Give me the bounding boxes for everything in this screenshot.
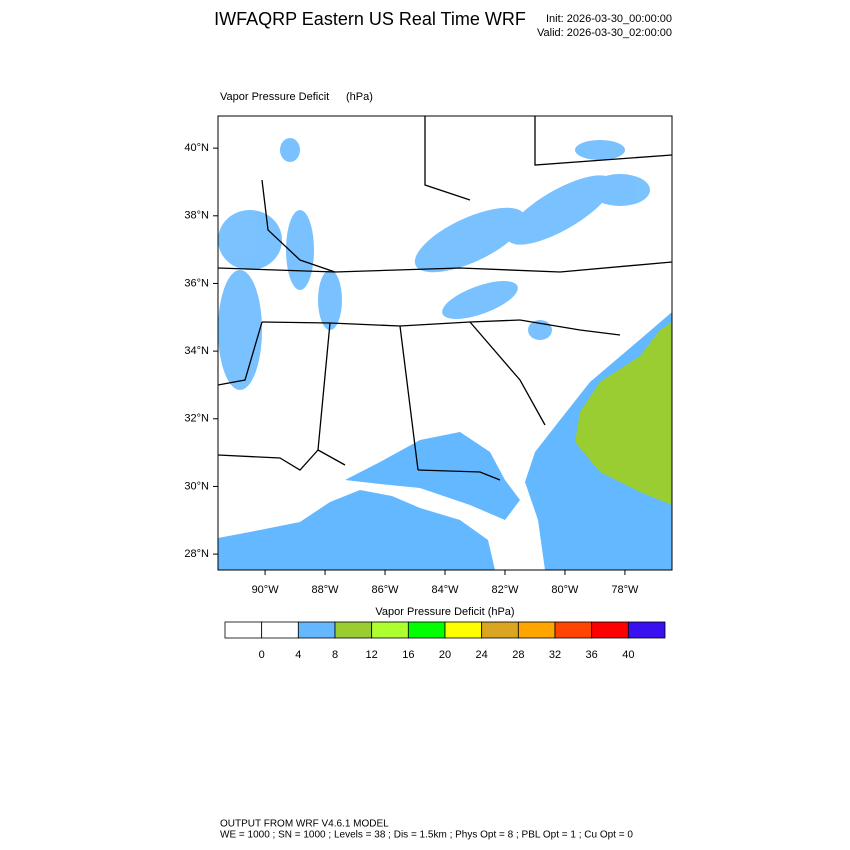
y-tick-label: 28°N	[184, 548, 209, 560]
colorbar-box	[371, 621, 409, 639]
field-units: (hPa)	[346, 91, 373, 103]
colorbar-box	[444, 621, 483, 639]
y-tick-label: 32°N	[184, 413, 209, 425]
colorbar-label: 16	[402, 649, 414, 661]
x-tick-label: 84°W	[431, 584, 459, 596]
map-area	[217, 115, 673, 571]
colorbar-box	[517, 621, 556, 639]
colorbar-label: 36	[586, 649, 598, 661]
colorbar-box	[591, 621, 629, 639]
colorbar-label: 32	[549, 649, 561, 661]
colorbar-label: 24	[476, 649, 488, 661]
ocean-field	[218, 490, 495, 570]
field-name: Vapor Pressure Deficit	[220, 91, 329, 103]
x-tick-label: 86°W	[372, 584, 400, 596]
y-tick-label: 36°N	[184, 277, 209, 289]
x-tick-label: 78°W	[611, 584, 639, 596]
y-tick-label: 30°N	[184, 480, 209, 492]
gulf-coast-field	[345, 432, 520, 520]
colorbar-box	[261, 621, 299, 639]
x-tick-label: 90°W	[252, 584, 280, 596]
colorbar-box	[554, 621, 593, 639]
colorbar-label: 12	[366, 649, 378, 661]
x-tick-label: 88°W	[312, 584, 340, 596]
high-vpd-area	[575, 322, 672, 505]
footer-line: OUTPUT FROM WRF V4.6.1 MODEL	[220, 819, 389, 830]
colorbar-box	[627, 621, 666, 639]
state-borders	[217, 116, 673, 481]
title: IWFAQRP Eastern US Real Time WRF	[214, 9, 526, 29]
x-tick-label: 80°W	[551, 584, 579, 596]
colorbar-box	[407, 621, 446, 639]
colorbar-box	[481, 621, 519, 639]
colorbar-label: 4	[295, 649, 301, 661]
init-time: Init: 2026-03-30_00:00:00	[546, 13, 672, 25]
footer-line: WE = 1000 ; SN = 1000 ; Levels = 38 ; Di…	[220, 830, 633, 841]
y-tick-label: 38°N	[184, 210, 209, 222]
colorbar-box	[224, 621, 263, 639]
colorbar-title: Vapor Pressure Deficit (hPa)	[375, 606, 514, 618]
colorbar-box	[334, 621, 373, 639]
colorbar-label: 28	[512, 649, 524, 661]
x-tick-label: 82°W	[491, 584, 519, 596]
y-tick-label: 34°N	[184, 345, 209, 357]
colorbar-label: 20	[439, 649, 451, 661]
colorbar-box	[297, 621, 336, 639]
valid-time: Valid: 2026-03-30_02:00:00	[537, 27, 672, 39]
colorbar-label: 0	[259, 649, 265, 661]
colorbar-label: 40	[622, 649, 634, 661]
y-tick-label: 40°N	[184, 142, 209, 154]
colorbar-label: 8	[332, 649, 338, 661]
